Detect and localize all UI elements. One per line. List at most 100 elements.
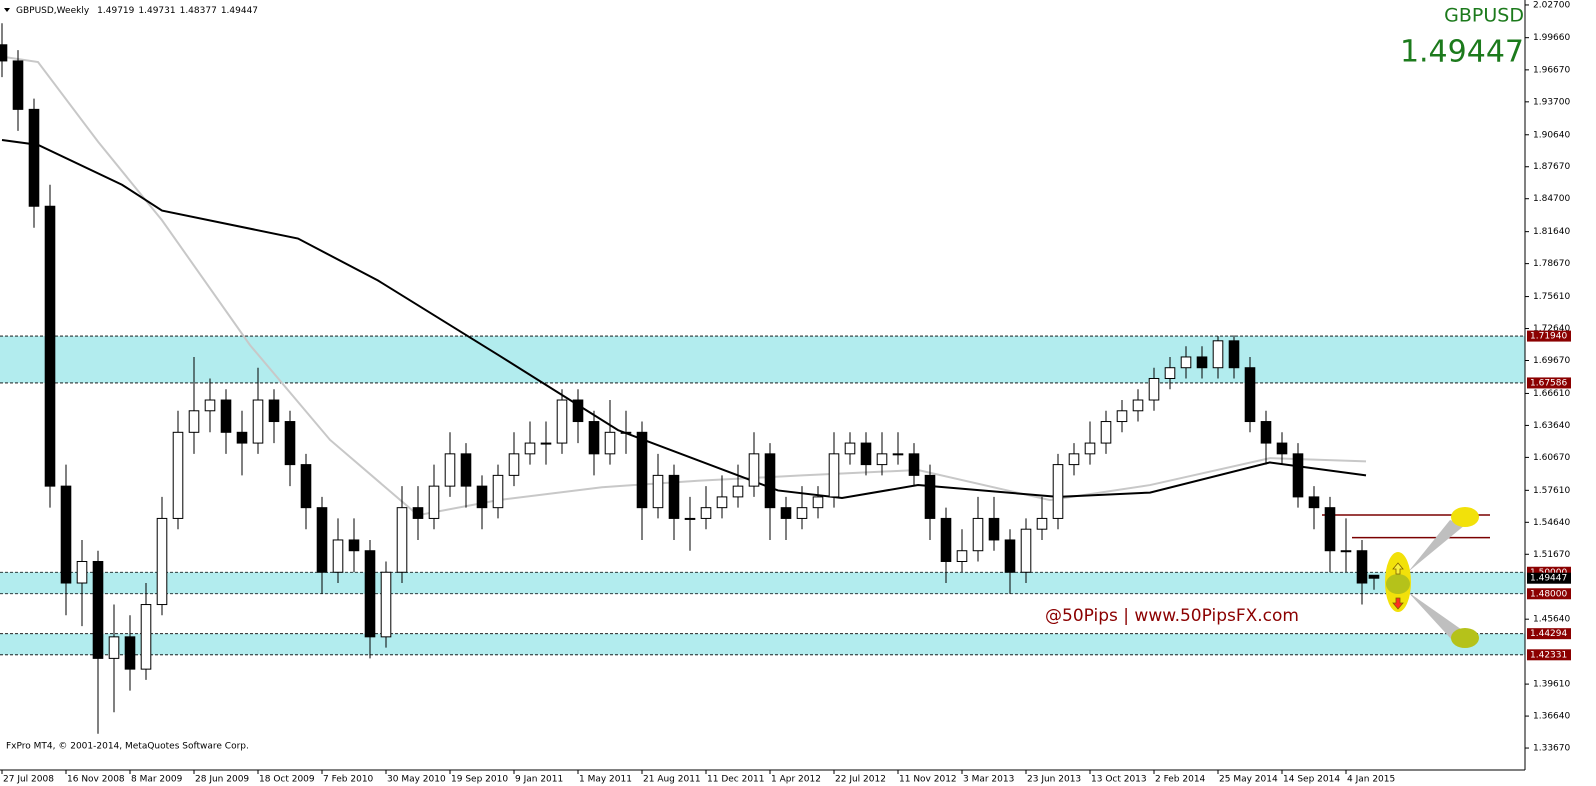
- candle-body: [1276, 442, 1288, 455]
- y-tick-label: 1.72640: [1533, 324, 1570, 334]
- candle-body: [716, 496, 728, 509]
- x-tick-label: 8 Mar 2009: [131, 775, 183, 785]
- y-tick-label: 1.54640: [1533, 518, 1570, 528]
- candle-body: [892, 453, 904, 456]
- candle-body: [732, 485, 744, 498]
- candle-body: [828, 453, 840, 498]
- candle-body: [380, 571, 392, 638]
- candle-body: [1020, 528, 1032, 573]
- candle-body: [1260, 421, 1272, 444]
- price-tag: [1527, 377, 1571, 389]
- candle-body: [28, 108, 40, 207]
- down-arrow: [1392, 597, 1404, 610]
- candle-body: [172, 431, 184, 519]
- header: GBPUSD,Weekly 1.49719 1.49731 1.48377 1.4944…: [16, 6, 258, 16]
- y-tick-label: 1.90640: [1533, 130, 1570, 140]
- x-tick-label: 4 Jan 2015: [1347, 775, 1395, 785]
- candle-body: [1308, 496, 1320, 509]
- candle-body: [1212, 340, 1224, 369]
- zone: [0, 336, 1525, 383]
- candle-body: [508, 453, 520, 476]
- y-tick-label: 2.02700: [1533, 0, 1570, 10]
- price-tag: [1527, 649, 1571, 661]
- candle-body: [780, 507, 792, 519]
- candle-body: [972, 517, 984, 552]
- candle-body: [812, 496, 824, 509]
- candle-body: [668, 474, 680, 519]
- candle-body: [1084, 442, 1096, 455]
- candle-body: [12, 60, 24, 110]
- candle-body: [700, 507, 712, 519]
- copyright: FxPro MT4, © 2001-2014, MetaQuotes Softw…: [6, 742, 249, 752]
- x-tick-label: 27 Jul 2008: [3, 775, 54, 785]
- candle-body: [1368, 574, 1380, 579]
- candle-body: [460, 453, 472, 487]
- candle-body: [188, 410, 200, 433]
- y-tick-label: 1.63640: [1533, 421, 1570, 431]
- y-tick-label: 1.39610: [1533, 680, 1570, 690]
- candle-body: [300, 464, 312, 509]
- candle-body: [844, 442, 856, 455]
- arrow-shape: [1408, 592, 1465, 640]
- candle-body: [332, 539, 344, 573]
- y-tick-label: 1.75610: [1533, 292, 1570, 302]
- candle-body: [764, 453, 776, 509]
- y-tick-label: 1.66610: [1533, 389, 1570, 399]
- y-tick-label: 1.78670: [1533, 259, 1570, 269]
- candle-body: [1292, 453, 1304, 498]
- header-value: 1.49731: [138, 6, 175, 16]
- y-tick-label: 1.51670: [1533, 550, 1570, 560]
- menu-triangle: [4, 8, 10, 12]
- candle-body: [1228, 340, 1240, 369]
- x-tick-label: 16 Nov 2008: [67, 775, 125, 785]
- price-tag-label: 1.48000: [1530, 589, 1567, 599]
- x-tick-label: 19 Sep 2010: [451, 775, 508, 785]
- price-tag: [1527, 566, 1571, 578]
- candle-body: [348, 539, 360, 552]
- candle-body: [876, 453, 888, 466]
- candle-body: [252, 399, 264, 444]
- candle-body: [652, 474, 664, 509]
- candle-body: [524, 442, 536, 455]
- candle-body: [1340, 550, 1352, 553]
- candle-body: [492, 474, 504, 509]
- candle-body: [1116, 410, 1128, 423]
- pivot-ellipse: [1386, 574, 1410, 594]
- x-tick-label: 11 Nov 2012: [899, 775, 957, 785]
- moving-averages: [1, 55, 1367, 517]
- symbol: GBPUSD,Weekly: [16, 6, 90, 16]
- annotations: [1385, 507, 1479, 648]
- price-tag: [1527, 588, 1571, 600]
- candle-body: [572, 399, 584, 423]
- x-tick-label: 18 Oct 2009: [259, 775, 315, 785]
- candle-body: [204, 399, 216, 412]
- watermark: @50Pips | www.50PipsFX.com: [1045, 606, 1299, 626]
- candle-body: [156, 517, 168, 606]
- candle-body: [604, 431, 616, 455]
- candle-body: [1132, 399, 1144, 412]
- candle-body: [956, 550, 968, 562]
- candle-body: [796, 507, 808, 519]
- symbol-label: GBPUSD: [1444, 5, 1524, 27]
- header-value: 1.48377: [180, 6, 217, 16]
- x-tick-label: 23 Jun 2013: [1027, 775, 1081, 785]
- x-tick-label: 28 Jun 2009: [195, 775, 249, 785]
- price-tag-label: 1.44294: [1530, 629, 1567, 639]
- candle-body: [556, 399, 568, 444]
- header-value: 1.49447: [221, 6, 258, 16]
- y-tick-label: 1.87670: [1533, 162, 1570, 172]
- candle-body: [1196, 356, 1208, 369]
- candle-body: [476, 485, 488, 509]
- y-tick-label: 1.96670: [1533, 65, 1570, 75]
- y-tick-label: 1.33670: [1533, 744, 1570, 754]
- candle-body: [1036, 517, 1048, 530]
- candle-body: [1052, 464, 1064, 519]
- candle-body: [412, 507, 424, 519]
- x-tick-label: 7 Feb 2010: [323, 775, 374, 785]
- arrow-shape: [1408, 520, 1465, 572]
- candle-body: [76, 560, 88, 584]
- moving-average: [1, 139, 1367, 499]
